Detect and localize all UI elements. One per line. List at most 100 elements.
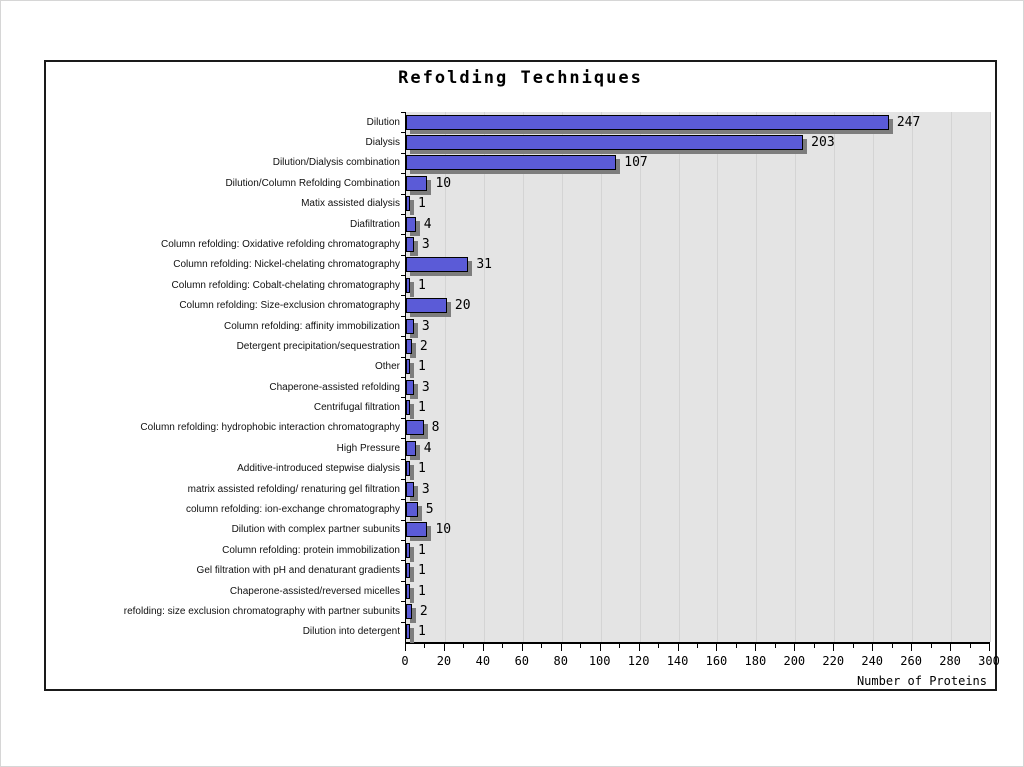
x-tick-label: 280 bbox=[939, 654, 961, 668]
value-label: 1 bbox=[418, 277, 426, 293]
x-axis-major-tick bbox=[989, 644, 990, 651]
value-label: 3 bbox=[421, 481, 430, 497]
y-axis-tick bbox=[401, 254, 405, 256]
bar bbox=[406, 542, 410, 558]
x-tick-label: 200 bbox=[783, 654, 806, 668]
value-label: 203 bbox=[811, 135, 835, 151]
x-tick-label: 80 bbox=[553, 654, 568, 668]
x-axis-major-tick bbox=[755, 644, 757, 651]
gridline bbox=[483, 112, 485, 642]
category-label: Column refolding: Nickel-chelating chrom… bbox=[173, 259, 400, 271]
x-axis-major-tick bbox=[405, 644, 406, 651]
x-axis-major-tick bbox=[950, 644, 952, 651]
gridline bbox=[600, 112, 602, 642]
x-tick-label: 260 bbox=[900, 654, 922, 668]
bar bbox=[406, 216, 416, 232]
x-axis-major-tick bbox=[833, 644, 835, 651]
value-label: 2 bbox=[419, 338, 428, 354]
gridline bbox=[990, 112, 991, 642]
bar bbox=[406, 379, 414, 395]
x-tick-label: 300 bbox=[978, 654, 1000, 668]
x-tick-label: 140 bbox=[666, 654, 689, 668]
y-axis-tick bbox=[401, 112, 405, 113]
x-tick-label: 120 bbox=[627, 654, 650, 668]
bar bbox=[406, 481, 414, 497]
value-label: 1 bbox=[418, 542, 426, 558]
bar bbox=[406, 563, 410, 579]
category-label: Chaperone-assisted/reversed micelles bbox=[229, 585, 400, 597]
bar bbox=[406, 277, 410, 293]
value-label: 1 bbox=[418, 583, 426, 599]
x-axis-minor-tick bbox=[580, 644, 582, 648]
category-label: Chaperone-assisted refolding bbox=[269, 381, 400, 393]
bar bbox=[406, 155, 617, 171]
value-label: 3 bbox=[421, 379, 430, 395]
y-axis-tick bbox=[401, 519, 405, 521]
value-label: 1 bbox=[418, 400, 426, 416]
y-axis-tick bbox=[401, 193, 405, 195]
bar bbox=[406, 359, 410, 375]
bar bbox=[406, 624, 410, 640]
bar bbox=[406, 522, 428, 538]
x-tick-label: 100 bbox=[588, 654, 611, 668]
x-axis-label: Number of Proteins bbox=[856, 674, 987, 688]
category-label: Gel filtration with pH and denaturant gr… bbox=[196, 565, 400, 577]
x-axis-major-tick bbox=[911, 644, 913, 651]
value-label: 247 bbox=[896, 114, 921, 130]
category-label: Column refolding: Cobalt-chelating chrom… bbox=[171, 279, 400, 291]
bar bbox=[406, 114, 889, 130]
bar bbox=[406, 196, 410, 212]
category-label: Column refolding: affinity immobilizatio… bbox=[223, 320, 400, 332]
gridline bbox=[639, 112, 641, 642]
x-tick-label: 240 bbox=[861, 654, 884, 668]
x-axis-major-tick bbox=[677, 644, 679, 651]
y-axis-tick bbox=[401, 458, 405, 460]
y-axis-tick bbox=[401, 275, 405, 277]
category-label: Dialysis bbox=[365, 137, 400, 149]
gridline bbox=[522, 112, 524, 642]
category-label: matrix assisted refolding/ renaturing ge… bbox=[187, 483, 400, 495]
bar bbox=[406, 420, 424, 436]
category-label: Other bbox=[374, 361, 400, 373]
y-axis-tick bbox=[401, 438, 405, 440]
x-axis-major-tick bbox=[638, 644, 640, 651]
x-axis-major-tick bbox=[599, 644, 601, 651]
value-label: 2 bbox=[419, 603, 428, 619]
value-label: 4 bbox=[423, 440, 432, 456]
gridline bbox=[717, 112, 719, 642]
value-label: 1 bbox=[418, 461, 426, 477]
category-label: Detergent precipitation/sequestration bbox=[236, 340, 400, 352]
gridline bbox=[951, 112, 953, 642]
bar bbox=[406, 603, 412, 619]
x-axis-major-tick bbox=[560, 644, 562, 651]
category-label: refolding: size exclusion chromatography… bbox=[123, 605, 400, 617]
category-label: Dilution with complex partner subunits bbox=[231, 524, 400, 536]
value-label: 1 bbox=[418, 563, 426, 579]
y-axis-tick bbox=[401, 397, 405, 399]
gridline bbox=[678, 112, 680, 642]
value-label: 1 bbox=[418, 196, 426, 212]
y-axis-tick bbox=[401, 173, 405, 175]
category-label: Column refolding: protein immobilization bbox=[222, 544, 400, 556]
bar bbox=[406, 440, 416, 456]
x-axis-minor-tick bbox=[969, 644, 971, 648]
gridline bbox=[795, 112, 797, 642]
category-label: Matix assisted dialysis bbox=[301, 198, 400, 210]
bar bbox=[406, 237, 414, 252]
bar bbox=[406, 461, 410, 477]
y-axis-tick bbox=[401, 336, 405, 338]
gridline bbox=[444, 112, 446, 642]
gridline bbox=[561, 112, 563, 642]
category-label: Dilution/Dialysis combination bbox=[272, 157, 400, 169]
value-label: 10 bbox=[435, 175, 452, 191]
value-label: 3 bbox=[421, 237, 430, 252]
y-axis-tick bbox=[401, 621, 405, 623]
category-label: Dilution bbox=[366, 116, 400, 128]
value-label: 5 bbox=[425, 502, 434, 517]
category-label: Dilution into detergent bbox=[302, 626, 400, 638]
y-axis-tick bbox=[401, 315, 405, 317]
value-label: 1 bbox=[418, 624, 426, 640]
bar bbox=[406, 257, 469, 273]
gridline bbox=[912, 112, 914, 642]
x-axis-minor-tick bbox=[735, 644, 737, 648]
